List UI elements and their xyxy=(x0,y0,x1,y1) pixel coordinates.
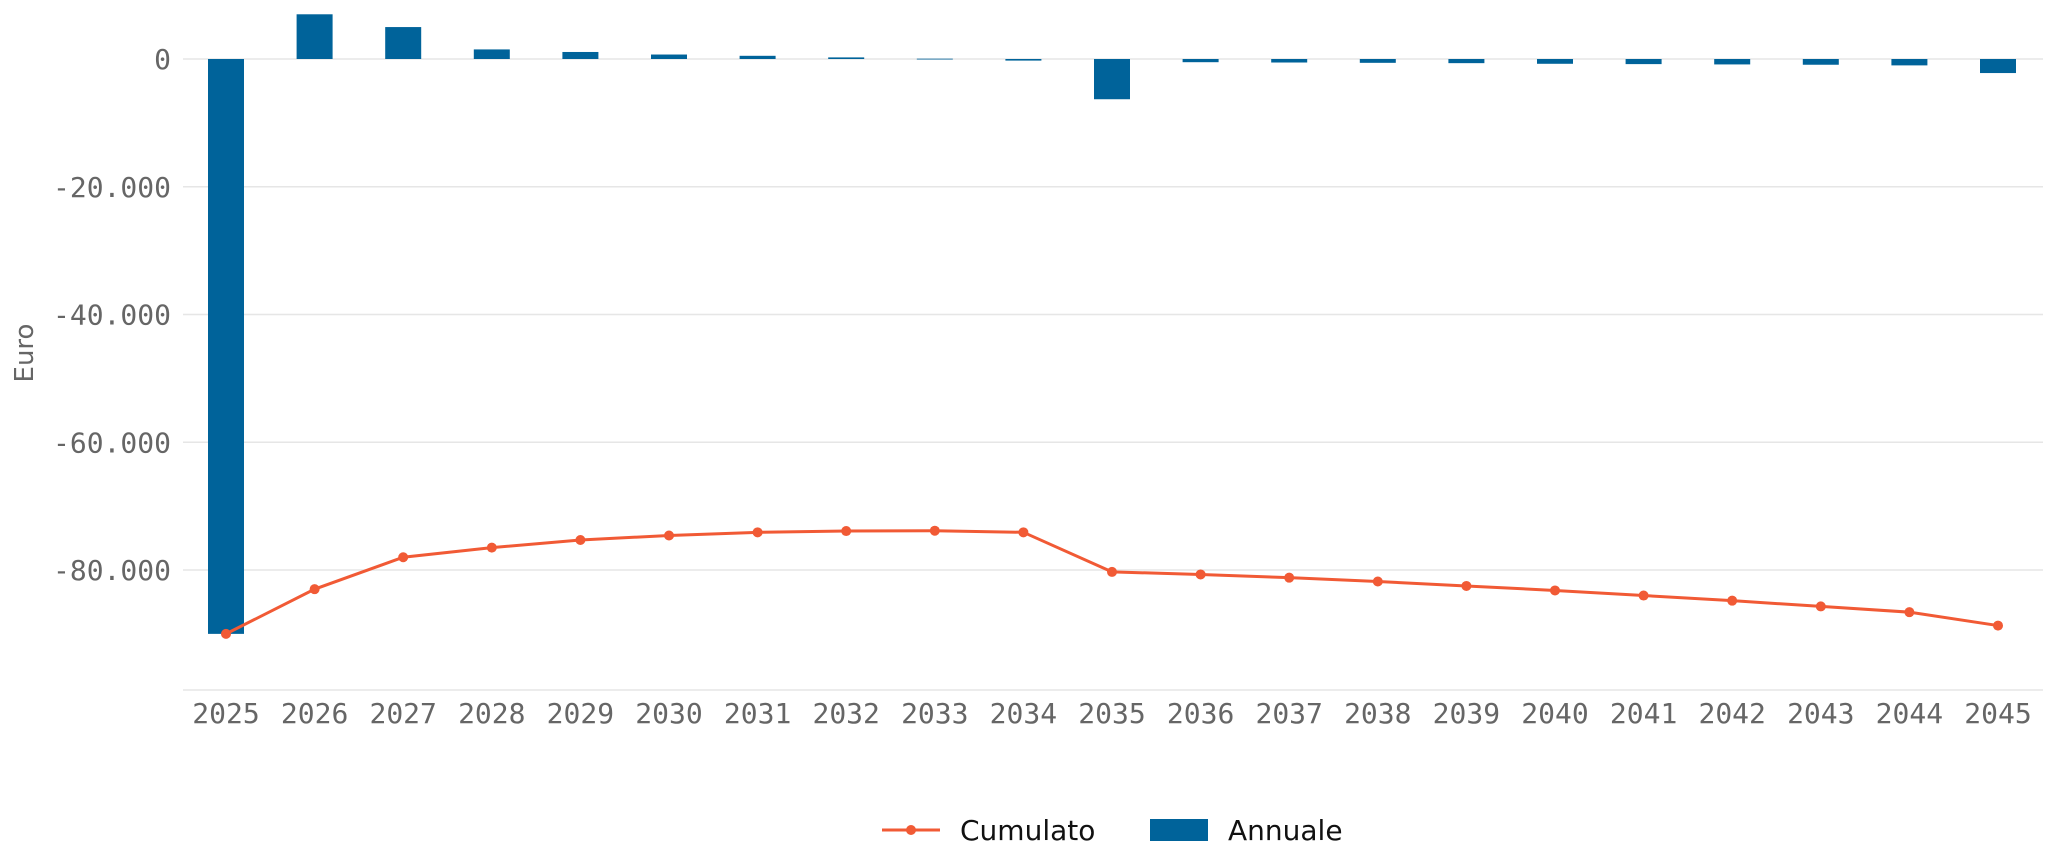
cumulato-point-2034 xyxy=(1018,527,1029,538)
bar-2042 xyxy=(1714,59,1751,65)
x-tick-label: 2036 xyxy=(1167,697,1234,730)
x-tick-label: 2038 xyxy=(1344,697,1411,730)
x-tick-label: 2031 xyxy=(724,697,791,730)
x-tick-label: 2029 xyxy=(547,697,614,730)
bar-2030 xyxy=(651,54,687,59)
bar-2029 xyxy=(562,51,599,59)
y-tick-label: -40.000 xyxy=(53,299,171,332)
x-tick-label: 2030 xyxy=(635,697,702,730)
y-tick-label: -80.000 xyxy=(53,554,171,587)
cumulato-point-2032 xyxy=(841,526,852,537)
cumulato-point-2044 xyxy=(1904,607,1915,618)
bar-2034 xyxy=(1005,59,1042,61)
x-tick-label: 2045 xyxy=(1964,697,2031,730)
cumulato-point-2040 xyxy=(1550,585,1560,596)
bar-2027 xyxy=(385,27,422,59)
cumulato-point-2026 xyxy=(309,584,320,595)
cumulato-point-2036 xyxy=(1195,569,1206,580)
cumulato-point-2027 xyxy=(398,552,409,563)
x-tick-label: 2027 xyxy=(369,697,436,730)
bar-2037 xyxy=(1271,59,1308,63)
y-tick-label: -20.000 xyxy=(53,171,171,204)
bar-2044 xyxy=(1891,59,1928,66)
legend-label-annuale: Annuale xyxy=(1228,814,1343,847)
x-tick-label: 2033 xyxy=(901,697,968,730)
y-axis-ticks: 0 -20.000 -40.000 -60.000 -80.000 xyxy=(53,43,171,587)
x-tick-label: 2028 xyxy=(458,697,525,730)
bar-2041 xyxy=(1625,59,1662,65)
cumulato-point-2037 xyxy=(1284,572,1295,583)
legend: Cumulato Annuale xyxy=(882,814,1343,847)
cumulato-point-2025 xyxy=(221,628,231,639)
x-tick-label: 2041 xyxy=(1610,697,1677,730)
bar-2035 xyxy=(1094,59,1130,100)
cumulato-point-2031 xyxy=(752,527,763,538)
cumulato-point-2030 xyxy=(664,530,674,541)
line-series-cumulato xyxy=(221,525,2003,639)
cumulato-point-2041 xyxy=(1638,590,1649,601)
y-tick-label: 0 xyxy=(154,43,171,76)
cumulato-point-2042 xyxy=(1727,595,1738,606)
legend-label-cumulato: Cumulato xyxy=(960,814,1095,847)
x-tick-label: 2043 xyxy=(1787,697,1854,730)
legend-annuale-swatch xyxy=(1150,819,1208,841)
cumulato-point-2033 xyxy=(929,525,940,536)
cumulato-point-2043 xyxy=(1815,601,1826,612)
bar-2038 xyxy=(1359,59,1396,63)
bar-2031 xyxy=(739,55,776,59)
x-tick-label: 2037 xyxy=(1255,697,1322,730)
x-tick-label: 2034 xyxy=(990,697,1057,730)
x-tick-label: 2025 xyxy=(192,697,259,730)
cumulato-point-2029 xyxy=(575,534,586,545)
x-tick-label: 2039 xyxy=(1433,697,1500,730)
x-axis-ticks: 2025 2026 2027 2028 2029 2030 2031 2032 2033 2034… xyxy=(192,697,2031,730)
bar-2045 xyxy=(1980,59,2016,74)
x-tick-label: 2026 xyxy=(281,697,348,730)
bar-2026 xyxy=(296,14,333,60)
cumulato-point-2045 xyxy=(1993,620,2003,631)
x-tick-label: 2044 xyxy=(1876,697,1943,730)
bar-2032 xyxy=(828,57,865,59)
cumulato-point-2038 xyxy=(1372,576,1383,587)
y-axis-title: Euro xyxy=(10,324,40,383)
bar-2025 xyxy=(208,59,244,634)
legend-cumulato-marker xyxy=(906,825,916,835)
x-tick-label: 2040 xyxy=(1521,697,1588,730)
bar-2039 xyxy=(1448,59,1485,64)
bar-series-annuale xyxy=(208,14,2016,634)
x-tick-label: 2032 xyxy=(812,697,879,730)
bar-2033 xyxy=(916,58,953,60)
y-gridlines xyxy=(183,58,2043,571)
x-tick-label: 2035 xyxy=(1078,697,1145,730)
bar-2036 xyxy=(1182,59,1219,63)
cumulato-point-2028 xyxy=(486,542,497,553)
cumulato-point-2039 xyxy=(1461,580,1472,591)
bar-2043 xyxy=(1802,59,1839,65)
bar-2040 xyxy=(1537,59,1573,64)
cumulato-point-2035 xyxy=(1107,566,1117,577)
x-tick-label: 2042 xyxy=(1698,697,1765,730)
bar-2028 xyxy=(473,49,510,59)
y-tick-label: -60.000 xyxy=(53,426,171,459)
